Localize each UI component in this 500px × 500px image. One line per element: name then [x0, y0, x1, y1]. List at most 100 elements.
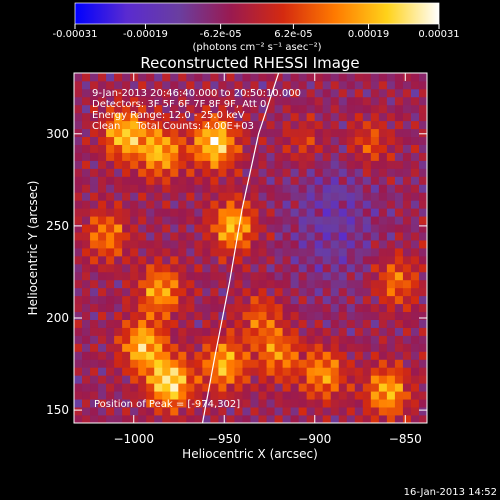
- heatmap-cell: [162, 112, 171, 122]
- heatmap-cell: [234, 295, 243, 305]
- heatmap-cell: [146, 311, 155, 320]
- heatmap-cell: [250, 375, 259, 384]
- heatmap-cell: [90, 240, 99, 249]
- heatmap-cell: [354, 96, 364, 106]
- heatmap-cell: [170, 96, 179, 106]
- heatmap-cell: [314, 184, 324, 193]
- heatmap-cell: [386, 160, 396, 169]
- heatmap-cell: [386, 144, 396, 153]
- heatmap-cell: [370, 319, 380, 328]
- heatmap-cell: [338, 255, 348, 265]
- heatmap-cell: [298, 112, 308, 122]
- heatmap-cell: [346, 295, 356, 305]
- heatmap-cell: [114, 359, 123, 368]
- heatmap-cell: [266, 375, 275, 384]
- heatmap-cell: [362, 120, 372, 130]
- heatmap-cell: [242, 319, 251, 328]
- heatmap-cell: [338, 351, 348, 360]
- heatmap-cell: [402, 192, 412, 201]
- heatmap-cell: [258, 367, 267, 376]
- heatmap-cell: [298, 208, 308, 217]
- heatmap-cell: [186, 407, 195, 416]
- heatmap-cell: [410, 120, 420, 130]
- heatmap-cell: [250, 391, 259, 400]
- heatmap-cell: [202, 279, 211, 289]
- heatmap-cell: [98, 208, 107, 217]
- heatmap-cell: [258, 407, 267, 416]
- heatmap-cell: [418, 144, 427, 153]
- heatmap-cell: [186, 327, 195, 336]
- heatmap-cell: [386, 248, 396, 257]
- colorbar-tick-label: -0.00019: [123, 29, 168, 40]
- heatmap-cell: [282, 112, 292, 122]
- heatmap-cell: [338, 184, 348, 193]
- heatmap-cell: [242, 399, 251, 408]
- heatmap-cell: [234, 287, 243, 297]
- heatmap-cell: [346, 327, 356, 336]
- heatmap-cell: [274, 383, 283, 392]
- heatmap-cell: [386, 104, 396, 114]
- heatmap-cell: [98, 240, 107, 249]
- heatmap-cell: [162, 168, 171, 177]
- heatmap-cell: [114, 160, 123, 169]
- heatmap-cell: [162, 104, 171, 114]
- heatmap-cell: [90, 263, 99, 273]
- heatmap-cell: [186, 168, 195, 177]
- heatmap-cell: [242, 152, 251, 161]
- heatmap-cell: [338, 335, 348, 344]
- heatmap-cell: [394, 407, 404, 416]
- heatmap-cell: [314, 367, 324, 376]
- heatmap-cell: [242, 279, 251, 289]
- heatmap-cell: [346, 351, 356, 360]
- heatmap-cell: [122, 73, 131, 82]
- heatmap-cell: [74, 240, 83, 249]
- heatmap-cell: [418, 311, 427, 320]
- heatmap-cell: [266, 128, 275, 138]
- heatmap-cell: [218, 128, 227, 138]
- heatmap-cell: [202, 112, 211, 122]
- heatmap-cell: [370, 152, 380, 161]
- heatmap-cell: [162, 128, 171, 138]
- heatmap-cell: [194, 136, 203, 145]
- heatmap-cell: [354, 104, 364, 114]
- heatmap-cell: [346, 80, 356, 90]
- heatmap-cell: [242, 216, 251, 225]
- heatmap-cell: [154, 160, 163, 169]
- heatmap-cell: [274, 96, 283, 106]
- heatmap-cell: [74, 80, 83, 90]
- colorbar-bar: [74, 2, 440, 25]
- heatmap-cell: [106, 263, 115, 273]
- heatmap-cell: [170, 112, 179, 122]
- heatmap-cell: [146, 263, 155, 273]
- heatmap-cell: [74, 232, 83, 241]
- heatmap-cell: [378, 208, 388, 217]
- heatmap-cell: [130, 367, 139, 376]
- heatmap-cell: [354, 399, 364, 408]
- heatmap-cell: [114, 184, 123, 193]
- heatmap-cell: [154, 208, 163, 217]
- heatmap-cell: [162, 335, 171, 344]
- heatmap-cell: [202, 415, 211, 423]
- heatmap-cell: [178, 311, 187, 320]
- heatmap-cell: [394, 88, 404, 98]
- heatmap-cell: [330, 271, 340, 281]
- heatmap-cell: [306, 367, 316, 376]
- heatmap-cell: [370, 224, 380, 233]
- heatmap-cell: [82, 255, 91, 265]
- heatmap-cell: [226, 327, 235, 336]
- heatmap-cell: [362, 152, 372, 161]
- heatmap-cell: [370, 327, 380, 336]
- heatmap-cell: [138, 112, 147, 122]
- heatmap-cell: [330, 327, 340, 336]
- heatmap-cell: [202, 263, 211, 273]
- heatmap-cell: [298, 152, 308, 161]
- heatmap-cell: [234, 240, 243, 249]
- heatmap-cell: [210, 200, 219, 209]
- heatmap-cell: [298, 295, 308, 305]
- heatmap-cell: [138, 96, 147, 106]
- heatmap-cell: [218, 287, 227, 297]
- heatmap-cell: [370, 311, 380, 320]
- heatmap-cell: [258, 287, 267, 297]
- heatmap-cell: [386, 192, 396, 201]
- heatmap-cell: [330, 415, 340, 423]
